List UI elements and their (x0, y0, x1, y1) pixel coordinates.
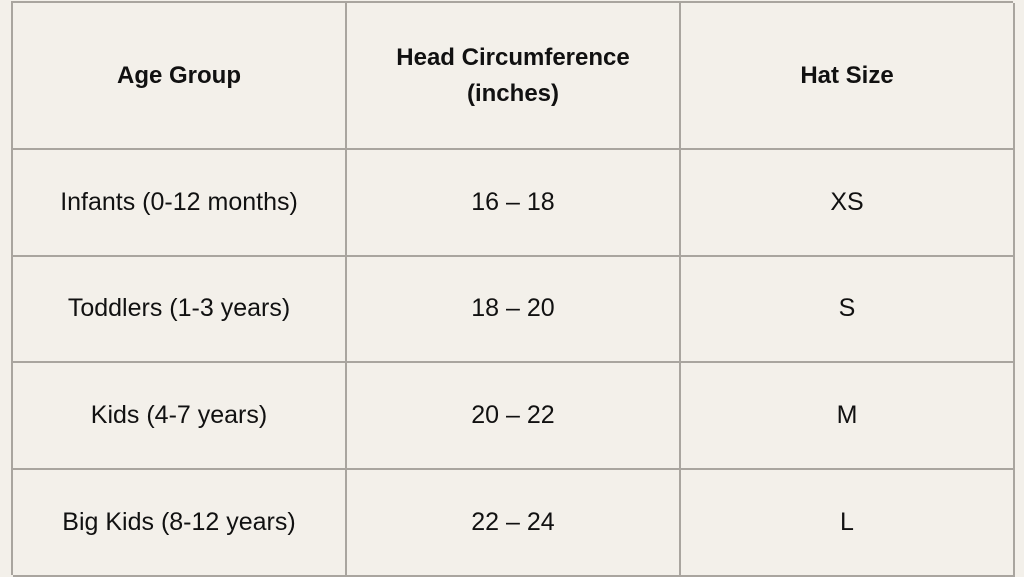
header-cell-text: Age Group (117, 61, 241, 89)
header-cell: Age Group (13, 3, 347, 150)
table-cell: Toddlers (1-3 years) (13, 257, 347, 363)
table-cell-text: 16 – 18 (471, 187, 555, 216)
table-cell: Kids (4-7 years) (13, 363, 347, 470)
table-cell-text: Kids (4-7 years) (90, 400, 268, 429)
header-cell: Head Circumference (inches) (347, 3, 681, 150)
table-cell: XS (681, 150, 1015, 257)
size-table: Age Group Head Circumference (inches) Hat … (11, 1, 1015, 577)
table-cell: 16 – 18 (347, 150, 681, 257)
table-cell-text: Big Kids (8-12 years) (62, 507, 296, 536)
table-cell: S (681, 257, 1015, 363)
table-cell: M (681, 363, 1015, 470)
table-cell-text: S (838, 294, 856, 323)
table-cell: L (681, 470, 1015, 577)
header-cell: Hat Size (681, 3, 1015, 150)
table-cell: 20 – 22 (347, 363, 681, 470)
table-cell-text: Infants (0-12 months) (60, 187, 298, 216)
table-cell-text: XS (830, 187, 864, 216)
table-cell: 18 – 20 (347, 257, 681, 363)
table-cell-text: M (836, 400, 858, 429)
table-cell-text: 20 – 22 (471, 400, 555, 429)
table-cell: 22 – 24 (347, 470, 681, 577)
header-cell-text: Hat Size (800, 61, 894, 89)
header-cell-text: Head Circumference (inches) (396, 43, 630, 107)
table-cell-text: Toddlers (1-3 years) (67, 294, 291, 323)
table-cell-text: 18 – 20 (471, 294, 555, 323)
table-cell-text: 22 – 24 (471, 507, 555, 536)
table-cell: Infants (0-12 months) (13, 150, 347, 257)
table-cell: Big Kids (8-12 years) (13, 470, 347, 577)
table-cell-text: L (840, 507, 854, 536)
